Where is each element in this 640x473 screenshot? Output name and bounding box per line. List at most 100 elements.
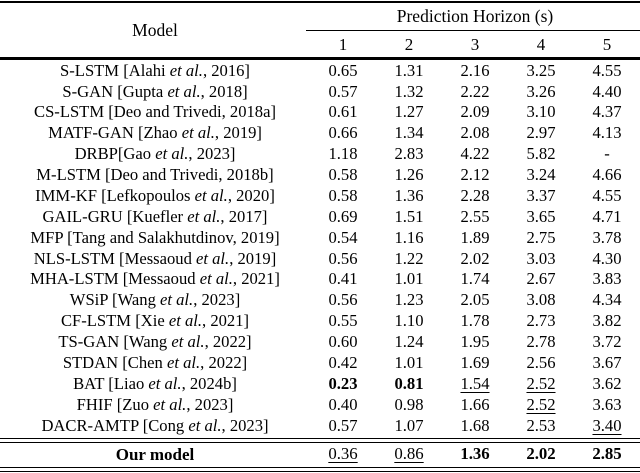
model-cell: S-GAN [Gupta et al., 2018]	[62, 81, 248, 101]
table-row: CF-LSTM [Xie et al., 2021] 0.55 1.10 1.78 2.…	[0, 311, 640, 332]
value-cell: 2.28	[460, 185, 490, 205]
model-cell: BAT [Liao et al., 2024b]	[73, 373, 237, 393]
value-cell: 1.78	[460, 311, 490, 331]
group-header-underline-rule	[306, 29, 640, 31]
model-cell: IMM-KF [Lefkopoulos et al., 2020]	[35, 185, 275, 205]
model-cell: FHIF [Zuo et al., 2023]	[76, 394, 234, 414]
value-cell: 1.24	[394, 332, 424, 352]
value-cell: 0.55	[328, 311, 358, 331]
table-row: GAIL-GRU [Kuefler et al., 2017] 0.69 1.51 2…	[0, 207, 640, 228]
table-row: MHA-LSTM [Messaoud et al., 2021] 0.41 1.01…	[0, 269, 640, 290]
column-header-prediction-horizon: Prediction Horizon (s)	[396, 5, 554, 26]
value-cell: 3.72	[592, 332, 622, 352]
value-cell: 1.22	[394, 248, 424, 268]
model-cell: GAIL-GRU [Kuefler et al., 2017]	[42, 206, 268, 226]
bottom-rule-2	[0, 470, 640, 473]
value-cell: 1.36	[394, 185, 424, 205]
value-cell: 3.03	[526, 248, 556, 268]
top-rule	[0, 1, 640, 4]
horizon-column-header: 2	[404, 34, 414, 54]
value-cell: 2.22	[460, 81, 490, 101]
value-cell: 0.61	[328, 102, 358, 122]
value-cell: 0.54	[328, 227, 358, 247]
value-cell: 0.58	[328, 165, 358, 185]
value-cell: 1.23	[394, 290, 424, 310]
value-cell: 1.18	[328, 144, 358, 164]
table-body: S-LSTM [Alahi et al., 2016] 0.65 1.31 2.16 3…	[0, 61, 640, 437]
value-cell: 0.66	[328, 123, 358, 143]
value-cell: 4.55	[592, 60, 622, 80]
model-cell: CF-LSTM [Xie et al., 2021]	[60, 311, 250, 331]
value-cell: 0.86	[394, 444, 424, 464]
model-cell: Our model	[115, 445, 195, 464]
value-cell: 3.26	[526, 81, 556, 101]
value-cell: 0.98	[394, 394, 424, 414]
value-cell: 2.09	[460, 102, 490, 122]
value-cell: 4.30	[592, 248, 622, 268]
value-cell: 1.01	[394, 352, 424, 372]
value-cell: 0.36	[328, 444, 358, 464]
model-cell: MATF-GAN [Zhao et al., 2019]	[48, 123, 262, 143]
value-cell: 3.63	[592, 394, 622, 414]
value-cell: 0.81	[394, 373, 424, 393]
value-cell: 1.07	[394, 415, 424, 435]
table-row: Our model 0.36 0.86 1.36 2.02 2.85	[0, 445, 640, 465]
value-cell: 2.05	[460, 290, 490, 310]
value-cell: 3.82	[592, 311, 622, 331]
value-cell: 0.42	[328, 352, 358, 372]
table-row: STDAN [Chen et al., 2022] 0.42 1.01 1.69 2.5…	[0, 353, 640, 374]
value-cell: 2.02	[460, 248, 490, 268]
model-cell: CS-LSTM [Deo and Trivedi, 2018a]	[34, 102, 276, 122]
value-cell: 4.71	[592, 206, 622, 226]
table-row: M-LSTM [Deo and Trivedi, 2018b] 0.58 1.26 2…	[0, 165, 640, 186]
model-cell: WSiP [Wang et al., 2023]	[69, 290, 241, 310]
value-cell: 2.12	[460, 165, 490, 185]
value-cell: 0.60	[328, 332, 358, 352]
value-cell: 1.16	[394, 227, 424, 247]
value-cell: 2.75	[526, 227, 556, 247]
model-cell: STDAN [Chen et al., 2022]	[62, 352, 248, 372]
value-cell: 1.66	[460, 394, 490, 414]
value-cell: 1.74	[460, 269, 490, 289]
value-cell: 1.32	[394, 81, 424, 101]
value-cell: 0.56	[328, 248, 358, 268]
value-cell: 0.23	[328, 373, 358, 393]
value-cell: 3.37	[526, 185, 556, 205]
model-cell: M-LSTM [Deo and Trivedi, 2018b]	[36, 165, 274, 185]
value-cell: 3.24	[526, 165, 556, 185]
table-row: MATF-GAN [Zhao et al., 2019] 0.66 1.34 2.08…	[0, 123, 640, 144]
value-cell: 2.83	[394, 144, 424, 164]
model-cell: MFP [Tang and Salakhutdinov, 2019]	[30, 227, 280, 247]
value-cell: 1.31	[394, 60, 424, 80]
table-row: WSiP [Wang et al., 2023] 0.56 1.23 2.05 3.08…	[0, 290, 640, 311]
horizon-column-header: 3	[470, 34, 480, 54]
footer-separator-rule-1	[0, 437, 640, 439]
value-cell: 2.78	[526, 332, 556, 352]
table-row: IMM-KF [Lefkopoulos et al., 2020] 0.58 1.3…	[0, 186, 640, 207]
value-cell: 0.57	[328, 81, 358, 101]
value-cell: 1.10	[394, 311, 424, 331]
value-cell: 3.65	[526, 206, 556, 226]
value-cell: 2.97	[526, 123, 556, 143]
value-cell: 4.22	[460, 144, 490, 164]
value-cell: 1.26	[394, 165, 424, 185]
value-cell: 4.37	[592, 102, 622, 122]
value-cell: 1.01	[394, 269, 424, 289]
value-cell: 2.85	[592, 444, 622, 464]
model-cell: S-LSTM [Alahi et al., 2016]	[60, 60, 250, 80]
value-cell: 3.10	[526, 102, 556, 122]
value-cell: 0.58	[328, 185, 358, 205]
model-cell: DRBP[Gao et al., 2023]	[74, 144, 236, 164]
value-cell: 1.68	[460, 415, 490, 435]
value-cell: 2.02	[526, 444, 556, 464]
value-cell: 2.67	[526, 269, 556, 289]
value-cell: 3.67	[592, 352, 622, 372]
table-row: DACR-AMTP [Cong et al., 2023] 0.57 1.07 1.6…	[0, 415, 640, 436]
value-cell: 3.25	[526, 60, 556, 80]
value-cell: 4.66	[592, 165, 622, 185]
value-cell: 1.54	[460, 373, 490, 393]
model-cell: DACR-AMTP [Cong et al., 2023]	[41, 415, 269, 435]
value-cell: 1.34	[394, 123, 424, 143]
horizon-column-header: 4	[536, 34, 546, 54]
